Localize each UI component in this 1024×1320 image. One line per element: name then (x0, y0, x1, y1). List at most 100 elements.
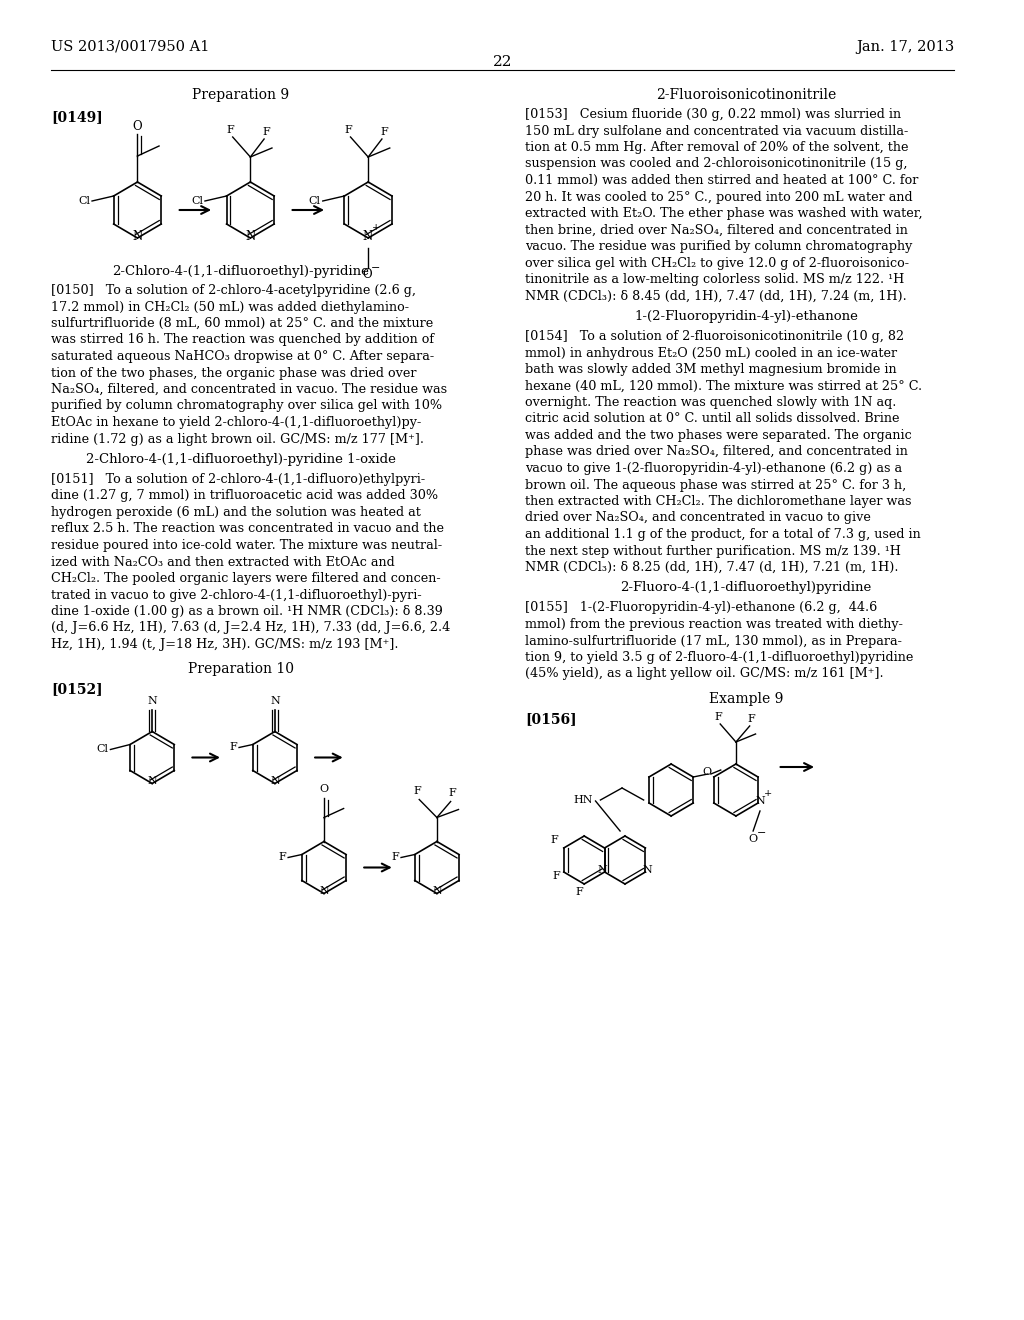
Text: [0149]: [0149] (51, 110, 102, 124)
Text: +: + (764, 788, 772, 797)
Text: brown oil. The aqueous phase was stirred at 25° C. for 3 h,: brown oil. The aqueous phase was stirred… (525, 479, 906, 491)
Text: [0150]   To a solution of 2-chloro-4-acetylpyridine (2.6 g,: [0150] To a solution of 2-chloro-4-acety… (51, 284, 416, 297)
Text: vacuo to give 1-(2-fluoropyridin-4-yl)-ethanone (6.2 g) as a: vacuo to give 1-(2-fluoropyridin-4-yl)-e… (525, 462, 902, 475)
Text: ridine (1.72 g) as a light brown oil. GC/MS: m/z 177 [M⁺].: ridine (1.72 g) as a light brown oil. GC… (51, 433, 424, 446)
Text: NMR (CDCl₃): δ 8.25 (dd, 1H), 7.47 (d, 1H), 7.21 (m, 1H).: NMR (CDCl₃): δ 8.25 (dd, 1H), 7.47 (d, 1… (525, 561, 899, 574)
Text: CH₂Cl₂. The pooled organic layers were filtered and concen-: CH₂Cl₂. The pooled organic layers were f… (51, 572, 440, 585)
Text: N: N (147, 697, 157, 706)
Text: F: F (715, 711, 722, 722)
Text: Cl: Cl (78, 195, 90, 206)
Text: an additional 1.1 g of the product, for a total of 7.3 g, used in: an additional 1.1 g of the product, for … (525, 528, 921, 541)
Text: purified by column chromatography over silica gel with 10%: purified by column chromatography over s… (51, 400, 442, 412)
Text: extracted with Et₂O. The ether phase was washed with water,: extracted with Et₂O. The ether phase was… (525, 207, 923, 220)
Text: dine (1.27 g, 7 mmol) in trifluoroacetic acid was added 30%: dine (1.27 g, 7 mmol) in trifluoroacetic… (51, 490, 438, 503)
Text: −: − (758, 828, 767, 838)
Text: mmol) from the previous reaction was treated with diethy-: mmol) from the previous reaction was tre… (525, 618, 903, 631)
Text: Example 9: Example 9 (709, 692, 783, 706)
Text: Cl: Cl (309, 195, 321, 206)
Text: 150 mL dry sulfolane and concentrated via vacuum distilla-: 150 mL dry sulfolane and concentrated vi… (525, 124, 908, 137)
Text: O: O (702, 767, 712, 777)
Text: 22: 22 (493, 55, 512, 69)
Text: 1-(2-Fluoropyridin-4-yl)-ethanone: 1-(2-Fluoropyridin-4-yl)-ethanone (634, 310, 858, 323)
Text: the next step without further purification. MS m/z 139. ¹H: the next step without further purificati… (525, 544, 901, 557)
Text: N: N (755, 796, 765, 807)
Text: bath was slowly added 3M methyl magnesium bromide in: bath was slowly added 3M methyl magnesiu… (525, 363, 897, 376)
Text: [0154]   To a solution of 2-fluoroisonicotinonitrile (10 g, 82: [0154] To a solution of 2-fluoroisonicot… (525, 330, 904, 343)
Text: [0156]: [0156] (525, 711, 577, 726)
Text: citric acid solution at 0° C. until all solids dissolved. Brine: citric acid solution at 0° C. until all … (525, 412, 900, 425)
Text: 20 h. It was cooled to 25° C., poured into 200 mL water and: 20 h. It was cooled to 25° C., poured in… (525, 190, 912, 203)
Text: ized with Na₂CO₃ and then extracted with EtOAc and: ized with Na₂CO₃ and then extracted with… (51, 556, 395, 569)
Text: Preparation 9: Preparation 9 (191, 88, 289, 102)
Text: tion 9, to yield 3.5 g of 2-fluoro-4-(1,1-difluoroethyl)pyridine: tion 9, to yield 3.5 g of 2-fluoro-4-(1,… (525, 651, 913, 664)
Text: 0.11 mmol) was added then stirred and heated at 100° C. for: 0.11 mmol) was added then stirred and he… (525, 174, 919, 187)
Text: N: N (270, 697, 280, 706)
Text: lamino-sulfurtrifluoride (17 mL, 130 mmol), as in Prepara-: lamino-sulfurtrifluoride (17 mL, 130 mmo… (525, 635, 902, 648)
Text: O: O (133, 120, 142, 133)
Text: [0151]   To a solution of 2-chloro-4-(1,1-difluoro)ethylpyri-: [0151] To a solution of 2-chloro-4-(1,1-… (51, 473, 425, 486)
Text: was stirred 16 h. The reaction was quenched by addition of: was stirred 16 h. The reaction was quenc… (51, 334, 434, 346)
Text: F: F (391, 853, 399, 862)
Text: overnight. The reaction was quenched slowly with 1N aq.: overnight. The reaction was quenched slo… (525, 396, 897, 409)
Text: Cl: Cl (96, 744, 109, 755)
Text: mmol) in anhydrous Et₂O (250 mL) cooled in an ice-water: mmol) in anhydrous Et₂O (250 mL) cooled … (525, 346, 897, 359)
Text: trated in vacuo to give 2-chloro-4-(1,1-difluoroethyl)-pyri-: trated in vacuo to give 2-chloro-4-(1,1-… (51, 589, 422, 602)
Text: N: N (642, 865, 652, 875)
Text: N: N (132, 230, 142, 243)
Text: O: O (749, 834, 758, 843)
Text: saturated aqueous NaHCO₃ dropwise at 0° C. After separa-: saturated aqueous NaHCO₃ dropwise at 0° … (51, 350, 434, 363)
Text: tion of the two phases, the organic phase was dried over: tion of the two phases, the organic phas… (51, 367, 417, 380)
Text: US 2013/0017950 A1: US 2013/0017950 A1 (51, 40, 210, 54)
Text: (d, J=6.6 Hz, 1H), 7.63 (d, J=2.4 Hz, 1H), 7.33 (dd, J=6.6, 2.4: (d, J=6.6 Hz, 1H), 7.63 (d, J=2.4 Hz, 1H… (51, 622, 451, 635)
Text: over silica gel with CH₂Cl₂ to give 12.0 g of 2-fluoroisonico-: over silica gel with CH₂Cl₂ to give 12.0… (525, 256, 909, 269)
Text: F: F (229, 742, 238, 752)
Text: 17.2 mmol) in CH₂Cl₂ (50 mL) was added diethylamino-: 17.2 mmol) in CH₂Cl₂ (50 mL) was added d… (51, 301, 409, 314)
Text: F: F (279, 853, 286, 862)
Text: [0152]: [0152] (51, 682, 102, 697)
Text: +: + (372, 223, 380, 232)
Text: O: O (362, 268, 372, 281)
Text: [0153]   Cesium fluoride (30 g, 0.22 mmol) was slurried in: [0153] Cesium fluoride (30 g, 0.22 mmol)… (525, 108, 901, 121)
Text: residue poured into ice-cold water. The mixture was neutral-: residue poured into ice-cold water. The … (51, 539, 442, 552)
Text: then extracted with CH₂Cl₂. The dichloromethane layer was: then extracted with CH₂Cl₂. The dichloro… (525, 495, 911, 508)
Text: Preparation 10: Preparation 10 (187, 663, 294, 676)
Text: 2-Fluoroisonicotinonitrile: 2-Fluoroisonicotinonitrile (656, 88, 837, 102)
Text: N: N (270, 776, 280, 787)
Text: [0155]   1-(2-Fluoropyridin-4-yl)-ethanone (6.2 g,  44.6: [0155] 1-(2-Fluoropyridin-4-yl)-ethanone… (525, 602, 878, 615)
Text: phase was dried over Na₂SO₄, filtered, and concentrated in: phase was dried over Na₂SO₄, filtered, a… (525, 446, 908, 458)
Text: F: F (449, 788, 457, 799)
Text: tinonitrile as a low-melting colorless solid. MS m/z 122. ¹H: tinonitrile as a low-melting colorless s… (525, 273, 904, 286)
Text: NMR (CDCl₃): δ 8.45 (dd, 1H), 7.47 (dd, 1H), 7.24 (m, 1H).: NMR (CDCl₃): δ 8.45 (dd, 1H), 7.47 (dd, … (525, 289, 907, 302)
Text: F: F (380, 127, 388, 137)
Text: N: N (245, 230, 255, 243)
Text: dine 1-oxide (1.00 g) as a brown oil. ¹H NMR (CDCl₃): δ 8.39: dine 1-oxide (1.00 g) as a brown oil. ¹H… (51, 605, 443, 618)
Text: F: F (227, 125, 234, 135)
Text: 2-Chloro-4-(1,1-difluoroethyl)-pyridine: 2-Chloro-4-(1,1-difluoroethyl)-pyridine (112, 265, 369, 279)
Text: F: F (345, 125, 352, 135)
Text: F: F (552, 871, 560, 880)
Text: O: O (319, 784, 329, 795)
Text: 2-Fluoro-4-(1,1-difluoroethyl)pyridine: 2-Fluoro-4-(1,1-difluoroethyl)pyridine (621, 582, 871, 594)
Text: 2-Chloro-4-(1,1-difluoroethyl)-pyridine 1-oxide: 2-Chloro-4-(1,1-difluoroethyl)-pyridine … (86, 453, 395, 466)
Text: suspension was cooled and 2-chloroisonicotinonitrile (15 g,: suspension was cooled and 2-chloroisonic… (525, 157, 907, 170)
Text: F: F (550, 836, 558, 845)
Text: sulfurtrifluoride (8 mL, 60 mmol) at 25° C. and the mixture: sulfurtrifluoride (8 mL, 60 mmol) at 25°… (51, 317, 433, 330)
Text: Jan. 17, 2013: Jan. 17, 2013 (856, 40, 954, 54)
Text: N: N (432, 887, 441, 896)
Text: F: F (575, 887, 583, 898)
Text: dried over Na₂SO₄, and concentrated in vacuo to give: dried over Na₂SO₄, and concentrated in v… (525, 511, 871, 524)
Text: EtOAc in hexane to yield 2-chloro-4-(1,1-difluoroethyl)py-: EtOAc in hexane to yield 2-chloro-4-(1,1… (51, 416, 421, 429)
Text: then brine, dried over Na₂SO₄, filtered and concentrated in: then brine, dried over Na₂SO₄, filtered … (525, 223, 908, 236)
Text: N: N (598, 865, 607, 875)
Text: −: − (372, 263, 381, 273)
Text: vacuo. The residue was purified by column chromatography: vacuo. The residue was purified by colum… (525, 240, 912, 253)
Text: reflux 2.5 h. The reaction was concentrated in vacuo and the: reflux 2.5 h. The reaction was concentra… (51, 523, 444, 536)
Text: N: N (319, 887, 329, 896)
Text: F: F (414, 787, 421, 796)
Text: N: N (362, 230, 373, 243)
Text: HN: HN (573, 795, 593, 805)
Text: Na₂SO₄, filtered, and concentrated in vacuo. The residue was: Na₂SO₄, filtered, and concentrated in va… (51, 383, 447, 396)
Text: Hz, 1H), 1.94 (t, J=18 Hz, 3H). GC/MS: m/z 193 [M⁺].: Hz, 1H), 1.94 (t, J=18 Hz, 3H). GC/MS: m… (51, 638, 398, 651)
Text: Cl: Cl (191, 195, 203, 206)
Text: F: F (262, 127, 270, 137)
